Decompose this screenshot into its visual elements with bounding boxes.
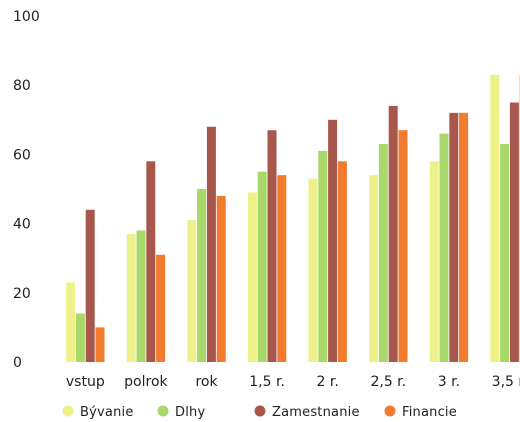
bar <box>318 150 328 362</box>
bar <box>308 178 318 362</box>
bar <box>398 130 408 362</box>
legend-marker <box>254 405 266 417</box>
legend-marker <box>384 405 396 417</box>
bar <box>66 282 76 362</box>
y-tick-label: 0 <box>13 355 22 371</box>
x-tick-label: 2 r. <box>317 374 339 390</box>
y-tick-label: 40 <box>13 217 31 233</box>
bar <box>257 171 267 362</box>
x-tick-label: 3,5 r. <box>492 374 520 390</box>
bar <box>197 189 207 362</box>
y-tick-label: 20 <box>13 286 31 302</box>
y-axis-ticks: 0 20 40 60 80 100 <box>13 9 40 371</box>
bar <box>85 209 95 362</box>
x-tick-label: rok <box>195 374 218 390</box>
bar <box>95 327 105 362</box>
bar <box>247 192 257 362</box>
bar <box>378 144 388 362</box>
legend-label: Bývanie <box>80 405 134 420</box>
bar <box>490 74 500 362</box>
bar <box>126 233 136 362</box>
bar <box>136 230 146 362</box>
bar <box>216 195 226 362</box>
bar <box>388 105 398 363</box>
bar <box>267 130 277 362</box>
legend-marker <box>62 405 74 417</box>
bar <box>439 133 449 362</box>
bar <box>509 102 519 362</box>
x-tick-label: polrok <box>124 374 168 390</box>
y-tick-label: 100 <box>13 9 40 25</box>
x-tick-label: 3 r. <box>438 374 460 390</box>
bar <box>75 313 85 362</box>
legend-item: Zamestnanie <box>254 405 360 420</box>
bar <box>337 161 347 362</box>
bar <box>206 126 216 362</box>
x-tick-label: vstup <box>66 374 105 390</box>
legend-label: Financie <box>402 405 457 420</box>
legend: Bývanie Dlhy Zamestnanie Financie <box>62 405 457 420</box>
bars <box>66 74 520 363</box>
bar <box>146 161 156 362</box>
legend-item: Dlhy <box>157 405 205 420</box>
bar <box>449 112 459 362</box>
x-axis-labels: vstup polrok rok 1,5 r. 2 r. 2,5 r. 3 r. 3,5 r. <box>66 374 520 390</box>
legend-item: Financie <box>384 405 457 420</box>
bar <box>277 175 287 362</box>
legend-label: Zamestnanie <box>272 405 360 420</box>
x-tick-label: 1,5 r. <box>249 374 285 390</box>
x-tick-label: 2,5 r. <box>370 374 406 390</box>
bar <box>187 220 197 362</box>
legend-item: Bývanie <box>62 405 134 420</box>
y-tick-label: 60 <box>13 147 31 163</box>
legend-label: Dlhy <box>175 405 205 420</box>
bar <box>156 254 166 362</box>
bar <box>369 175 379 362</box>
bar <box>500 144 510 362</box>
bar <box>459 112 469 362</box>
legend-marker <box>157 405 169 417</box>
bar <box>328 119 338 362</box>
bar <box>429 161 439 362</box>
y-tick-label: 80 <box>13 78 31 94</box>
